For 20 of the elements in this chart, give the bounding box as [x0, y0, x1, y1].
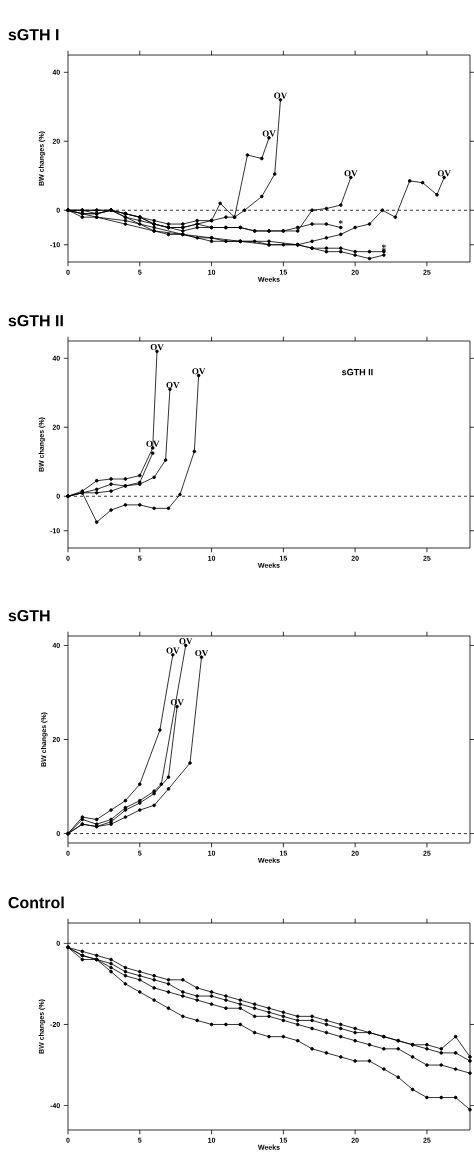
annotation: OV: [166, 647, 180, 654]
annotation: OV: [166, 382, 180, 389]
annotation: sGTH II: [341, 368, 373, 376]
annotation: OV: [170, 699, 184, 706]
annotation: OV: [179, 638, 193, 645]
chart-title: Control: [8, 896, 64, 909]
annotation: OV: [146, 440, 160, 447]
annotation: *: [381, 247, 386, 252]
chart-title: sGTH I: [8, 29, 59, 41]
annotation: *: [381, 244, 386, 248]
annotation: OV: [150, 344, 164, 351]
annotation: OV: [274, 92, 288, 99]
chart-title: sGTH: [8, 610, 50, 622]
annotation: OV: [262, 130, 276, 137]
annotation: *: [338, 220, 343, 224]
annotation: OV: [437, 170, 451, 177]
chart-title: sGTH II: [8, 315, 63, 327]
annotation: OV: [195, 649, 209, 656]
annotation: OV: [344, 170, 358, 177]
annotation: OV: [192, 368, 206, 375]
